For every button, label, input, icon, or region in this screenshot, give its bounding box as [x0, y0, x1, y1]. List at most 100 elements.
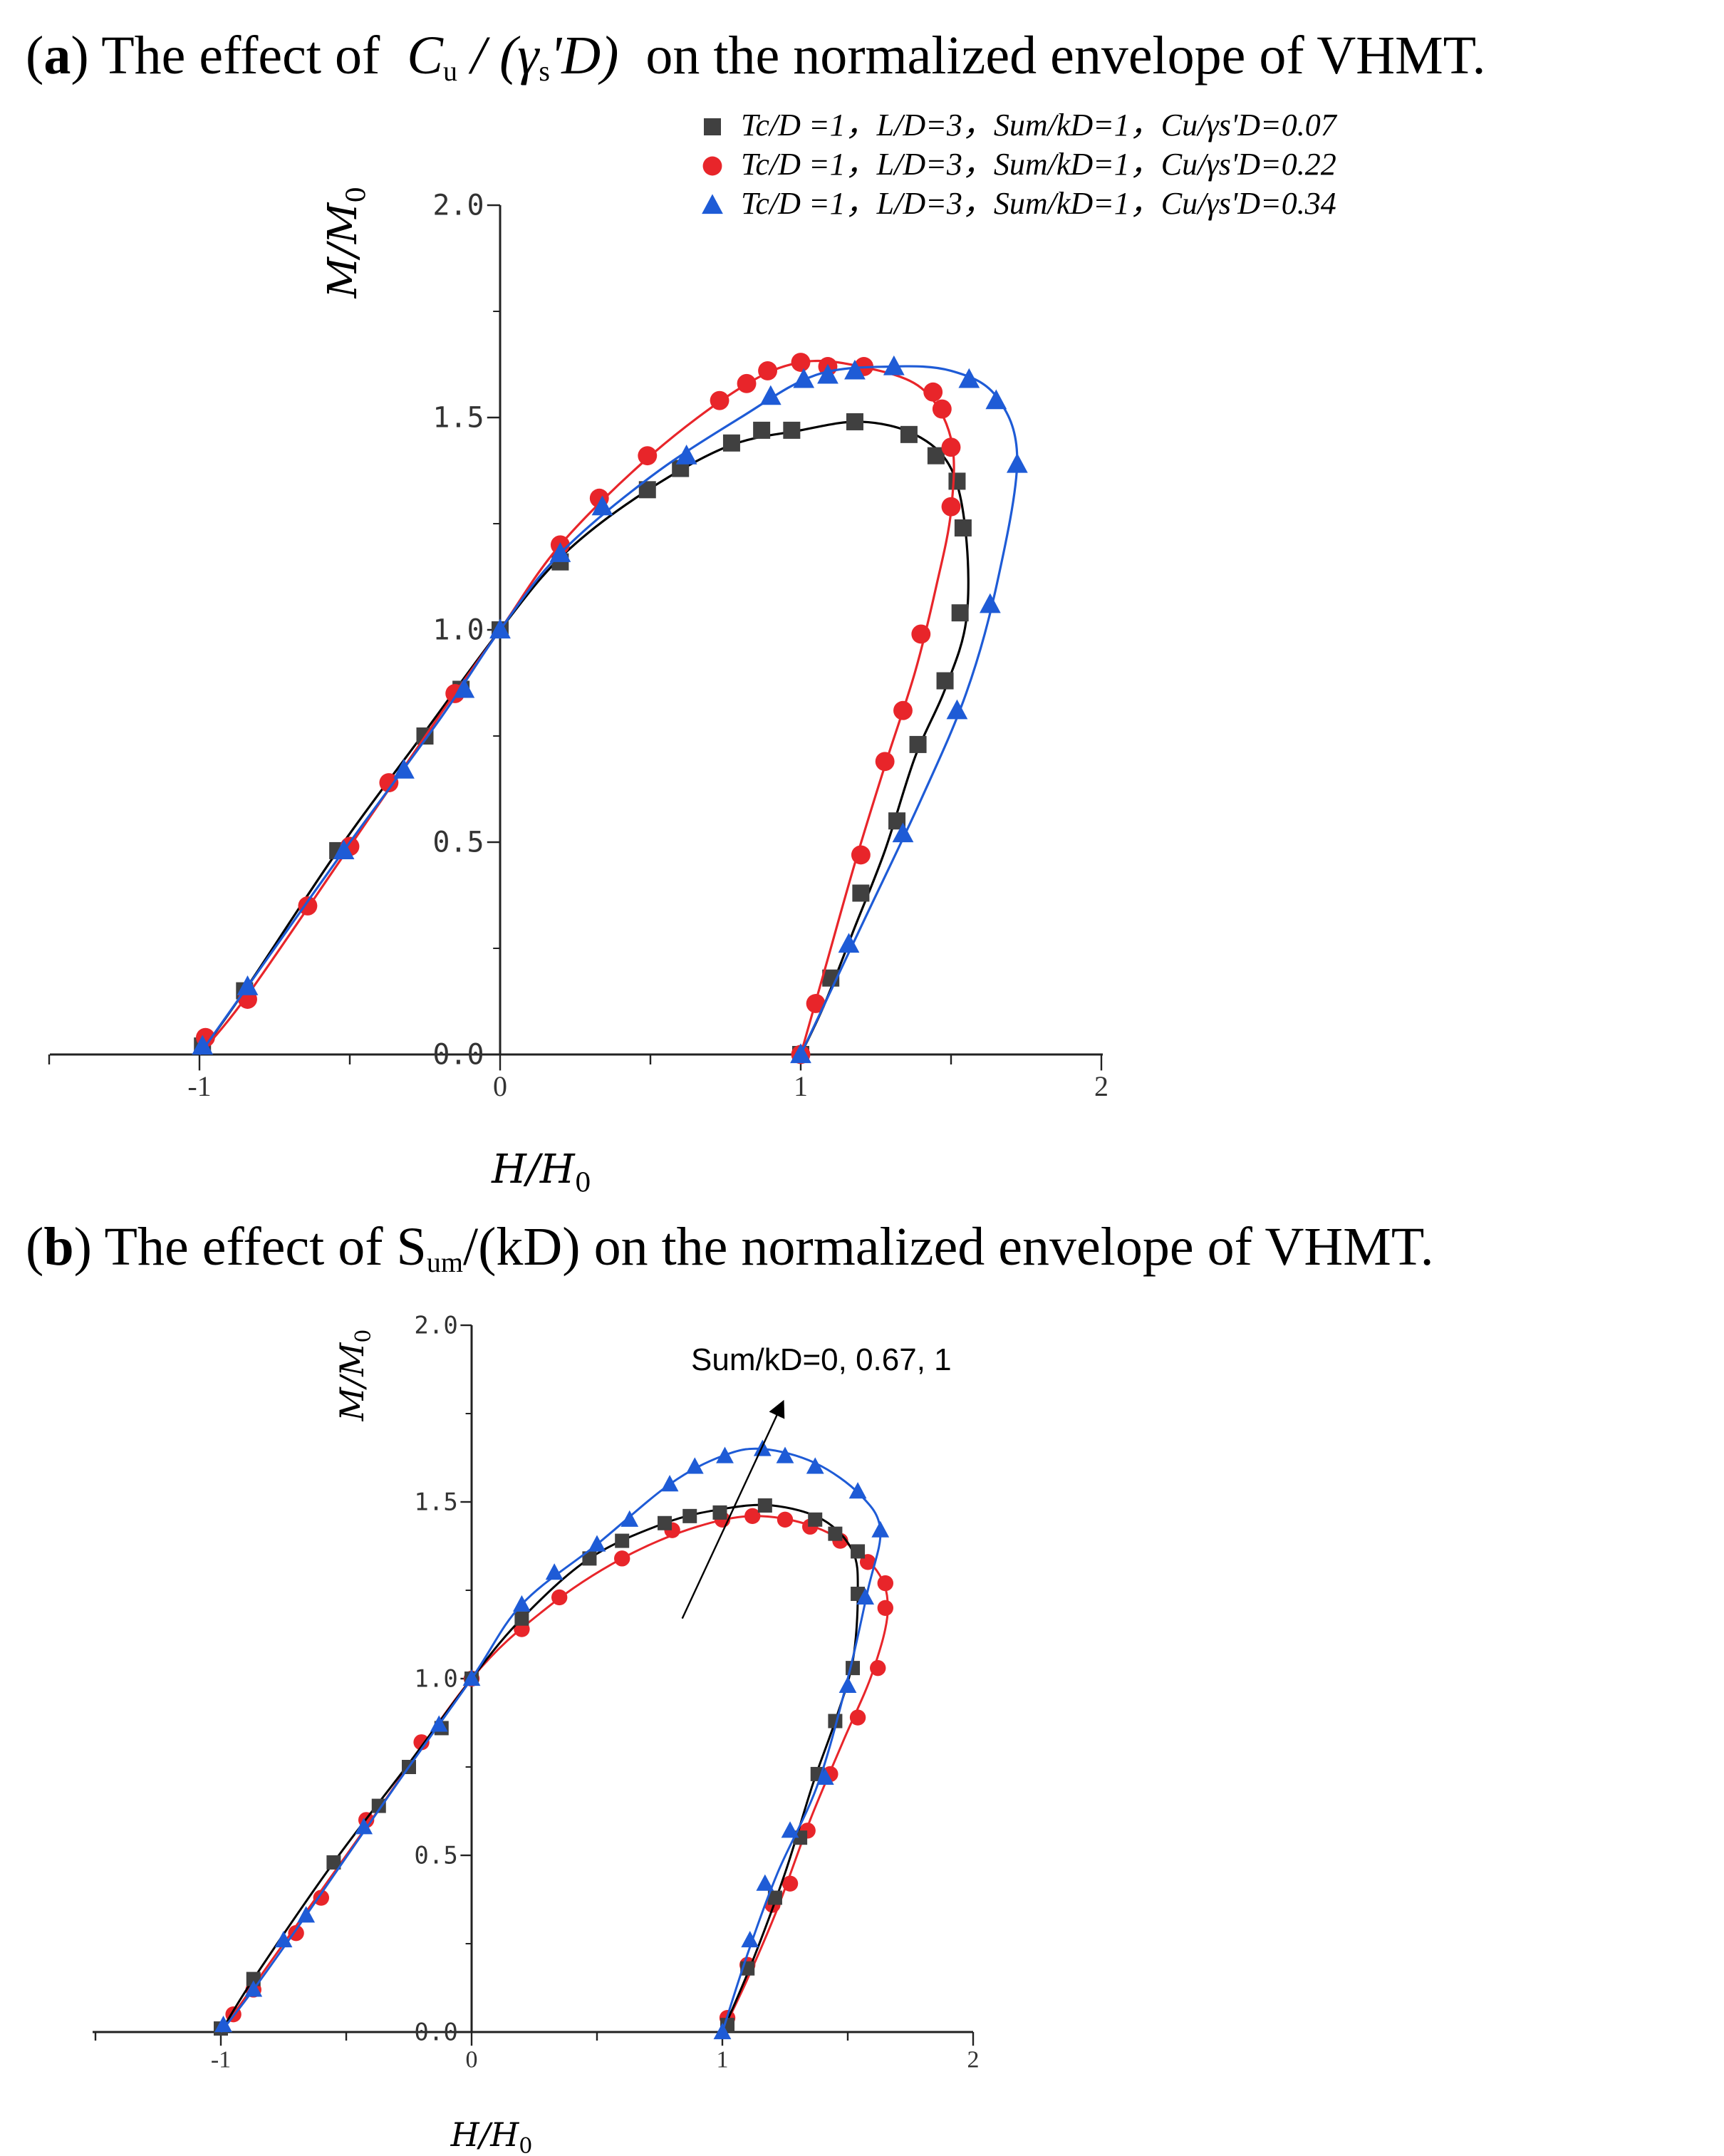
- data-point-triangle: [513, 1595, 531, 1612]
- panel-b-label: b: [43, 1217, 74, 1277]
- y-tick-label: 2.0: [414, 1312, 457, 1340]
- data-point-square: [852, 884, 870, 902]
- y-tick-label: 1.5: [432, 402, 484, 435]
- data-point-circle: [551, 1589, 568, 1606]
- data-point-square: [828, 1526, 843, 1541]
- data-point-circle: [737, 373, 757, 393]
- panel-b-caption-prefix: The effect of S: [104, 1217, 427, 1277]
- data-point-circle: [777, 1511, 794, 1528]
- data-point-circle: [877, 1600, 894, 1616]
- data-point-triangle: [985, 389, 1007, 410]
- series-line: [219, 1503, 859, 2033]
- panel-a-caption-prefix: The effect of: [101, 26, 380, 85]
- data-point-square: [846, 413, 863, 430]
- data-point-circle: [932, 399, 952, 419]
- data-point-triangle: [545, 1563, 564, 1580]
- data-point-triangle: [237, 975, 259, 995]
- data-point-triangle: [453, 678, 475, 698]
- panel-a-caption-c-sub: u: [442, 55, 457, 87]
- data-point-triangle: [759, 385, 781, 405]
- data-point-triangle: [297, 1906, 316, 1923]
- data-point-triangle: [1006, 452, 1028, 473]
- data-point-square: [514, 1611, 529, 1626]
- data-point-triangle: [979, 593, 1001, 613]
- legend-entry: Tc/D =1，L/D=3，Sum/kD=1，Cu/γs'D=0.34: [741, 186, 1336, 221]
- data-point-triangle: [716, 1446, 734, 1463]
- x-tick-label: 0: [466, 2046, 478, 2073]
- data-point-square: [682, 1508, 697, 1523]
- data-point-circle: [313, 1890, 329, 1906]
- y-axis-title: M/M0: [320, 187, 371, 299]
- data-point-triangle: [244, 1980, 263, 1997]
- data-point-square: [783, 421, 801, 439]
- data-point-circle: [870, 1659, 886, 1676]
- panel-b-caption-suffix: /(kD) on the normalized envelope of VHMT…: [462, 1217, 1434, 1277]
- series-3: [192, 355, 1028, 1064]
- panel-a-caption-suffix: on the normalized envelope of VHMT.: [645, 26, 1486, 85]
- data-point-triangle: [355, 1818, 373, 1835]
- data-point-square: [851, 1544, 866, 1559]
- data-point-triangle: [817, 363, 838, 384]
- data-point-triangle: [871, 1520, 890, 1538]
- y-tick-label: 1.5: [414, 1488, 457, 1517]
- data-point-triangle: [892, 822, 914, 843]
- data-point-triangle: [274, 1931, 293, 1948]
- data-point-triangle: [333, 839, 355, 860]
- legend-entry: Tc/D =1，L/D=3，Sum/kD=1，Cu/γs'D=0.07: [741, 108, 1338, 142]
- data-point-triangle: [793, 368, 815, 388]
- data-point-circle: [758, 361, 778, 380]
- data-point-square: [722, 434, 740, 452]
- y-tick-label: 1.0: [414, 1665, 457, 1694]
- y-tick-label: 0.5: [414, 1842, 457, 1870]
- data-point-square: [582, 1551, 597, 1566]
- series-2: [214, 1498, 866, 2036]
- x-tick-label: 1: [717, 2046, 729, 2073]
- data-point-circle: [941, 497, 961, 517]
- data-point-triangle: [756, 1874, 774, 1891]
- data-point-triangle: [856, 1587, 875, 1605]
- data-point-circle: [638, 446, 658, 466]
- panel-a-title: (a) The effect of Cu / (γs'D) on the nor…: [26, 26, 1486, 87]
- panel-a-caption-c: C: [407, 26, 443, 85]
- data-point-square: [712, 1505, 727, 1520]
- series-2: [196, 353, 961, 1064]
- panel-a-caption-gamma-sub: s: [539, 55, 550, 87]
- data-point-triangle: [806, 1457, 824, 1474]
- data-point-circle: [851, 845, 871, 865]
- series-line: [219, 1447, 882, 2033]
- data-point-square: [927, 447, 945, 465]
- data-point-square: [658, 1515, 673, 1530]
- data-point-square: [246, 1971, 261, 1986]
- data-point-triangle: [685, 1457, 704, 1474]
- legend-entry: Tc/D =1，L/D=3，Sum/kD=1，Cu/γs'D=0.22: [741, 147, 1336, 182]
- data-point-triangle: [549, 542, 571, 562]
- chart-a: -1 0 1 2 0.0 0.5 1.0 1.5 2.0 H/H0 M/M0 Tc/D =1，L/D=…: [48, 108, 1338, 1198]
- y-tick-label: 0.0: [432, 1039, 484, 1072]
- data-point-triangle: [776, 1446, 794, 1463]
- data-point-triangle: [588, 1535, 606, 1552]
- data-point-triangle: [489, 618, 511, 639]
- y-tick-label: 2.0: [432, 190, 484, 222]
- data-point-triangle: [781, 1821, 799, 1838]
- x-tick-label: -1: [211, 2046, 231, 2073]
- series-1: [194, 413, 972, 1063]
- series-1: [219, 1508, 894, 2033]
- x-tick-label: 1: [794, 1070, 808, 1102]
- data-point-square: [951, 604, 969, 622]
- data-point-triangle: [790, 1043, 811, 1064]
- y-tick-label: 1.0: [432, 614, 484, 647]
- data-point-triangle: [741, 1931, 759, 1948]
- x-axis-title: H/H0: [450, 2115, 533, 2156]
- data-point-triangle: [844, 359, 866, 380]
- data-point-circle: [379, 773, 399, 793]
- data-point-circle: [710, 390, 729, 410]
- data-point-circle: [877, 1575, 894, 1592]
- data-point-circle: [849, 1709, 866, 1726]
- x-axis-title: H/H0: [491, 1146, 591, 1198]
- data-point-circle: [298, 896, 318, 916]
- data-point-triangle: [958, 368, 980, 388]
- data-point-triangle: [462, 1669, 481, 1686]
- data-point-triangle: [393, 759, 415, 779]
- data-point-triangle: [838, 933, 860, 953]
